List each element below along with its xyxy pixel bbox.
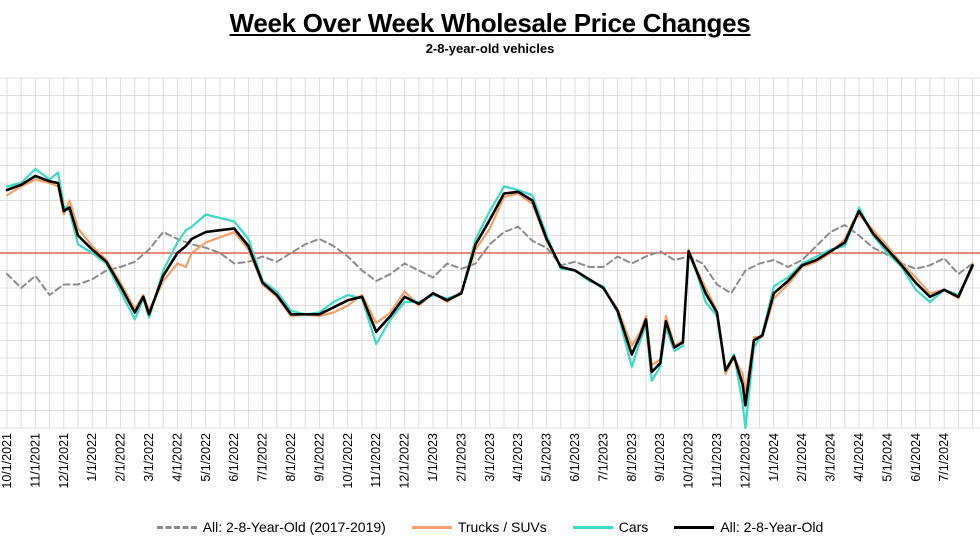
- x-tick-label: 5/1/2024: [880, 433, 894, 482]
- x-tick-label: 11/1/2023: [710, 433, 724, 488]
- x-tick-label: 11/1/2021: [28, 433, 42, 488]
- x-tick-label: 1/1/2022: [85, 433, 99, 482]
- x-tick-label: 10/1/2021: [0, 433, 14, 489]
- legend-item-cars: Cars: [572, 519, 649, 535]
- x-tick-label: 2/1/2024: [795, 433, 809, 482]
- series-line-3: [5, 174, 974, 407]
- x-tick-label: 12/1/2021: [57, 433, 71, 489]
- x-tick-label: 7/1/2022: [256, 433, 270, 482]
- x-tick-label: 3/1/2024: [824, 433, 838, 482]
- x-tick-label: 9/1/2022: [312, 433, 326, 482]
- chart-subtitle: 2-8-year-old vehicles: [425, 41, 555, 56]
- x-tick-label: 7/1/2024: [937, 433, 951, 482]
- legend-swatch-black: [674, 525, 715, 529]
- x-tick-label: 1/1/2023: [426, 433, 440, 482]
- x-tick-label: 12/1/2023: [738, 433, 752, 489]
- x-tick-label: 9/1/2023: [653, 433, 667, 482]
- x-tick-label: 2/1/2023: [454, 433, 468, 482]
- x-tick-labels: 10/1/2021 11/1/2021 12/1/2021 1/1/2022 2/1/2…: [0, 433, 951, 489]
- legend-label: Trucks / SUVs: [457, 519, 547, 535]
- x-tick-label: 7/1/2023: [596, 433, 610, 482]
- x-tick-label: 5/1/2022: [199, 433, 213, 482]
- x-tick-label: 4/1/2023: [511, 433, 525, 482]
- legend-label: All: 2-8-Year-Old (2017-2019): [202, 519, 386, 535]
- legend-swatch-orange: [411, 525, 452, 529]
- x-tick-label: 6/1/2023: [568, 433, 582, 482]
- x-tick-label: 6/1/2024: [909, 433, 923, 482]
- legend-item-trucks-suvs: Trucks / SUVs: [411, 519, 547, 535]
- series-line-0: [6, 224, 974, 296]
- legend-label: All: 2-8-Year-Old: [720, 519, 824, 535]
- series-layer: [5, 167, 974, 430]
- x-tick-label: 10/1/2023: [682, 433, 696, 489]
- x-tick-label: 12/1/2022: [398, 433, 412, 489]
- x-tick-label: 11/1/2022: [369, 433, 383, 488]
- legend-swatch-dashed: [156, 525, 197, 529]
- x-tick-label: 3/1/2022: [142, 433, 156, 482]
- x-tick-label: 3/1/2023: [483, 433, 497, 482]
- x-tick-label: 2/1/2022: [114, 433, 128, 482]
- legend-item-2017-2019: All: 2-8-Year-Old (2017-2019): [156, 519, 386, 535]
- x-tick-label: 8/1/2022: [284, 433, 298, 482]
- legend: All: 2-8-Year-Old (2017-2019) Trucks / S…: [0, 519, 980, 535]
- chart-title: Week Over Week Wholesale Price Changes: [229, 8, 751, 38]
- legend-label: Cars: [618, 519, 649, 535]
- legend-item-all: All: 2-8-Year-Old: [674, 519, 823, 535]
- x-tick-label: 4/1/2022: [170, 433, 184, 482]
- x-tick-label: 8/1/2023: [625, 433, 639, 482]
- x-tick-label: 1/1/2024: [767, 433, 781, 482]
- x-tick-label: 6/1/2022: [227, 433, 241, 482]
- legend-swatch-teal: [572, 525, 613, 529]
- x-tick-label: 4/1/2024: [852, 433, 866, 482]
- x-tick-label: 10/1/2022: [341, 433, 355, 489]
- x-tick-label: 5/1/2023: [540, 433, 554, 482]
